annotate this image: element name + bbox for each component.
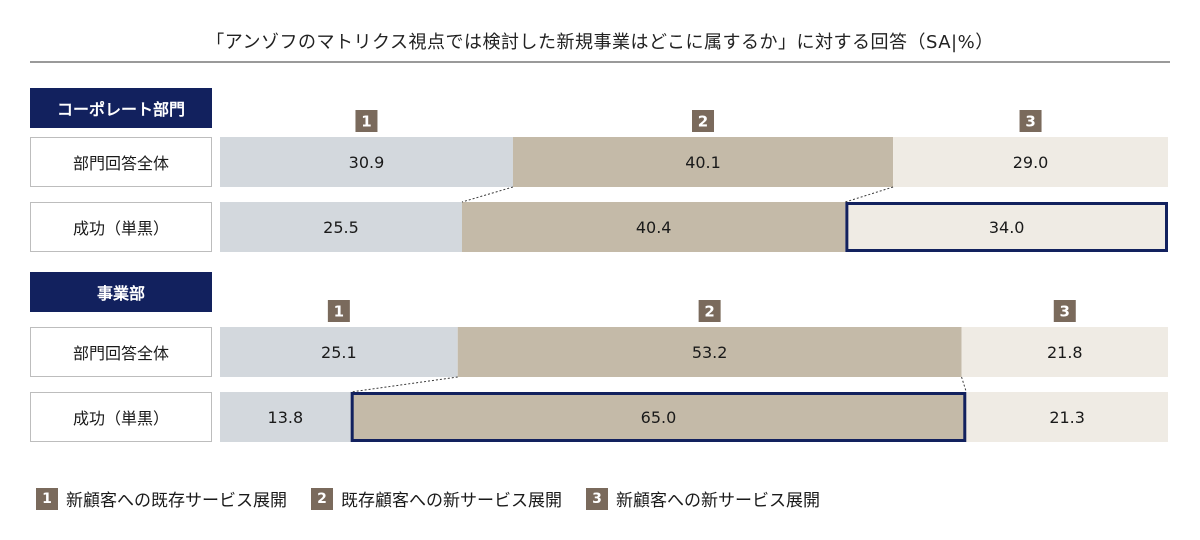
row-label-corporate-all: 部門回答全体 — [30, 137, 212, 187]
bar-value-label: 53.2 — [692, 343, 728, 362]
legend-marker-2: 2 — [311, 487, 333, 510]
bar-value-label: 30.9 — [349, 153, 385, 172]
bar-value-label: 21.3 — [1049, 408, 1085, 427]
bar-value-label: 25.1 — [321, 343, 357, 362]
bar-value-label: 25.5 — [323, 218, 359, 237]
bar-value-label: 40.1 — [685, 153, 721, 172]
segment-marker-number: 3 — [1060, 303, 1070, 321]
segment-marker-box — [355, 110, 378, 132]
bar-segment — [350, 392, 967, 442]
connector-line — [845, 186, 894, 203]
legend-item-3: 3 新顧客への新サービス展開 — [586, 486, 820, 511]
bar-segment — [220, 202, 462, 252]
bar-segment — [220, 392, 351, 442]
legend-item-1: 1 新顧客への既存サービス展開 — [36, 486, 287, 511]
bar-segment — [845, 202, 1168, 252]
bar-value-label: 40.4 — [636, 218, 672, 237]
segment-marker-number: 1 — [334, 303, 344, 321]
bar-segment — [966, 392, 1168, 442]
segment-marker-number: 2 — [704, 303, 714, 321]
legend-item-2: 2 既存顧客への新サービス展開 — [311, 486, 562, 511]
legend: 1 新顧客への既存サービス展開 2 既存顧客への新サービス展開 3 新顧客への新… — [36, 486, 844, 511]
row-label-division-all: 部門回答全体 — [30, 327, 212, 377]
bar-value-label: 65.0 — [641, 408, 677, 427]
highlight-outline — [350, 392, 967, 442]
chart-title: 「アンゾフのマトリクス視点では検討した新規事業はどこに属するか」に対する回答（S… — [206, 32, 994, 53]
legend-label-2: 既存顧客への新サービス展開 — [341, 491, 562, 511]
segment-marker-number: 3 — [1025, 113, 1035, 131]
legend-label-3: 新顧客への新サービス展開 — [616, 491, 820, 511]
bar-value-label: 29.0 — [1013, 153, 1049, 172]
highlight-outline — [845, 202, 1168, 252]
title-divider — [30, 61, 1170, 63]
segment-marker-box — [692, 110, 715, 132]
group-label-division: 事業部 — [30, 272, 212, 312]
segment-marker-box — [1019, 110, 1042, 132]
segment-marker-box — [1053, 300, 1076, 322]
connector-line — [961, 376, 967, 393]
bar-segment — [457, 327, 962, 377]
legend-marker-3: 3 — [586, 487, 608, 510]
group-label-corporate: コーポレート部門 — [30, 88, 212, 128]
bar-segment — [512, 137, 894, 187]
bar-value-label: 34.0 — [989, 218, 1025, 237]
row-label-division-success: 成功（単黒） — [30, 392, 212, 442]
bar-value-label: 21.8 — [1047, 343, 1083, 362]
connector-line — [350, 376, 458, 393]
legend-marker-1: 1 — [36, 487, 58, 510]
bar-segment — [220, 137, 513, 187]
bar-segment — [461, 202, 846, 252]
legend-label-1: 新顧客への既存サービス展開 — [66, 491, 287, 511]
segment-marker-box — [698, 300, 721, 322]
bar-segment — [893, 137, 1168, 187]
segment-marker-number: 2 — [698, 113, 708, 131]
segment-marker-box — [327, 300, 350, 322]
segment-marker-number: 1 — [361, 113, 371, 131]
row-label-corporate-success: 成功（単黒） — [30, 202, 212, 252]
bar-value-label: 13.8 — [268, 408, 304, 427]
connector-line — [461, 186, 514, 203]
bar-segment — [220, 327, 458, 377]
bar-segment — [961, 327, 1168, 377]
